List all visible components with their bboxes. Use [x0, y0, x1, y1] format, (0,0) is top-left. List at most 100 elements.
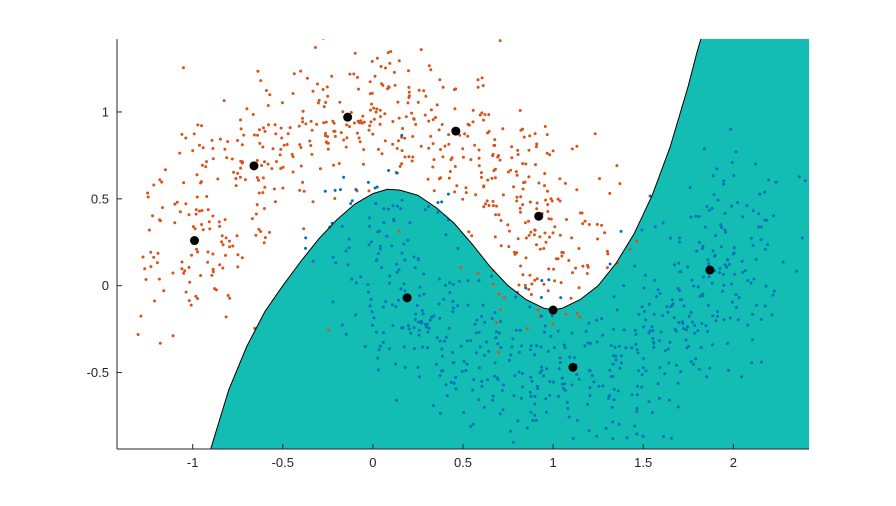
data-point [200, 223, 204, 226]
data-point [292, 72, 296, 76]
data-point [715, 167, 719, 171]
data-point [741, 215, 745, 219]
data-point [451, 306, 455, 310]
data-point [492, 144, 496, 147]
data-point [419, 48, 423, 52]
data-point [250, 217, 254, 221]
data-point [522, 181, 526, 185]
data-point [464, 191, 468, 195]
data-point [357, 136, 361, 140]
data-point [187, 299, 191, 303]
data-point [550, 314, 554, 318]
data-point [266, 162, 270, 166]
data-point [507, 229, 511, 233]
data-point [497, 331, 501, 335]
center-point [189, 236, 199, 246]
data-point [612, 327, 616, 331]
data-point [211, 270, 215, 274]
x-tick-label: 2 [730, 455, 737, 470]
data-point [648, 329, 652, 333]
x-tick-label: 0.5 [454, 455, 472, 470]
data-point [409, 331, 413, 335]
data-point [402, 345, 406, 349]
data-point [716, 314, 720, 318]
data-point [391, 204, 395, 208]
data-point [729, 127, 733, 131]
data-point [466, 303, 470, 307]
data-point [309, 119, 313, 123]
data-point [527, 233, 531, 237]
data-point [290, 152, 294, 156]
data-point [224, 236, 228, 240]
data-point [525, 426, 529, 430]
data-point [682, 327, 685, 330]
data-point [379, 115, 382, 119]
data-point [543, 324, 547, 328]
data-point [618, 182, 622, 186]
data-point [797, 175, 801, 179]
data-point [558, 177, 562, 181]
data-point [356, 75, 359, 79]
data-point [635, 410, 639, 413]
data-point [371, 132, 375, 136]
data-point [424, 94, 428, 98]
data-point [339, 188, 342, 192]
data-point [552, 267, 556, 271]
data-point [239, 166, 243, 170]
data-point [597, 384, 601, 388]
data-point [510, 156, 514, 160]
data-point [740, 259, 744, 263]
data-point [587, 368, 591, 372]
data-point [370, 59, 374, 63]
data-point [344, 145, 348, 149]
data-point [561, 251, 565, 255]
data-point [483, 320, 487, 324]
data-point [592, 380, 596, 384]
data-point [677, 261, 681, 265]
data-point [535, 207, 539, 211]
data-point [494, 336, 498, 340]
data-point [357, 87, 360, 91]
data-point [510, 345, 514, 349]
data-point [534, 145, 538, 149]
data-point [641, 357, 645, 361]
data-point [257, 191, 261, 195]
data-point [480, 76, 484, 80]
data-point [437, 277, 441, 281]
data-point [601, 333, 605, 337]
data-point [406, 101, 410, 105]
data-point [443, 144, 447, 148]
data-point [208, 227, 212, 231]
data-point [442, 339, 446, 343]
data-point [340, 323, 344, 327]
data-point [332, 129, 336, 133]
data-point [326, 135, 330, 139]
data-point [595, 222, 599, 226]
data-point [583, 344, 587, 348]
data-point [369, 240, 373, 244]
data-point [707, 208, 711, 212]
data-point [606, 252, 610, 256]
data-point [304, 246, 307, 250]
data-point [477, 366, 481, 370]
data-point [416, 258, 420, 262]
data-point [676, 405, 680, 409]
data-point [258, 141, 262, 145]
data-point [614, 354, 618, 358]
data-point [291, 92, 295, 95]
data-point [540, 314, 543, 318]
data-point [497, 154, 500, 157]
data-point [141, 255, 145, 259]
data-point [417, 320, 421, 324]
data-point [299, 164, 303, 168]
data-point [494, 213, 498, 217]
data-point [494, 330, 498, 334]
data-point [694, 214, 698, 218]
data-point [673, 263, 676, 267]
data-point [612, 398, 616, 402]
data-point [704, 324, 708, 328]
data-point [205, 195, 209, 198]
y-tick-label: -0.5 [87, 365, 109, 380]
data-point [354, 188, 358, 191]
data-point [672, 316, 676, 320]
